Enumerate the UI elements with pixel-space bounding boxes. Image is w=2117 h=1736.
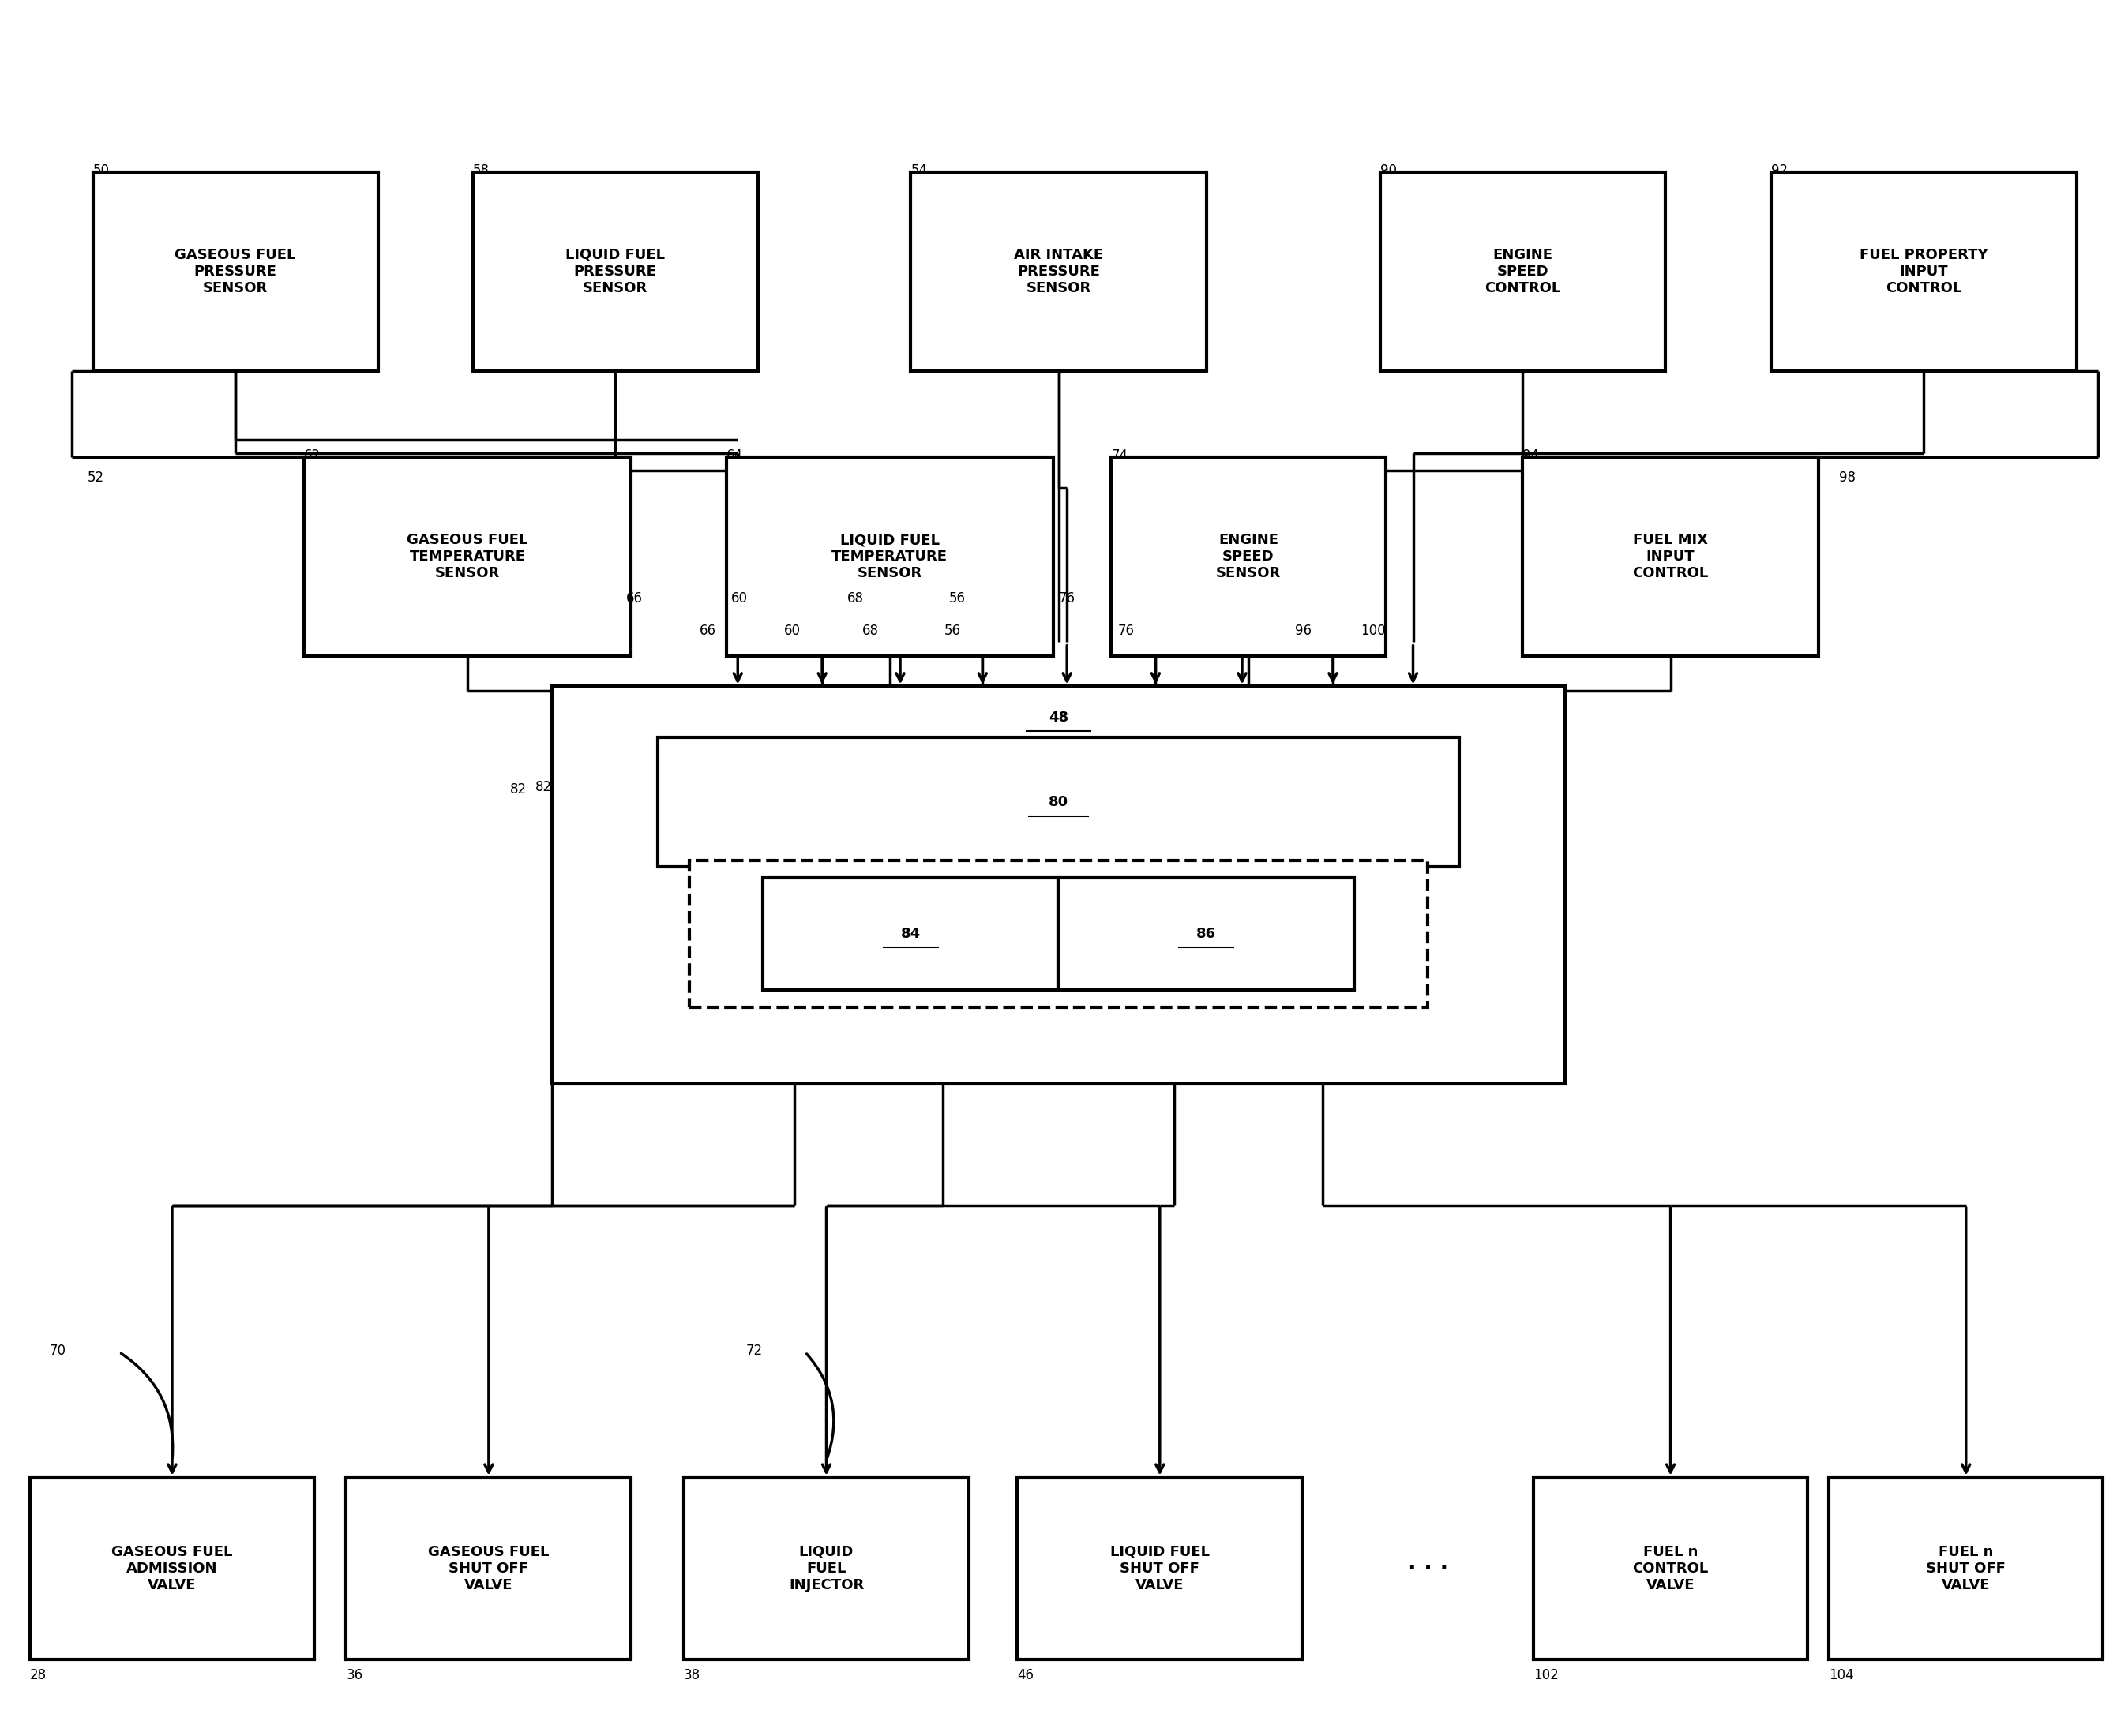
Text: LIQUID FUEL
SHUT OFF
VALVE: LIQUID FUEL SHUT OFF VALVE <box>1109 1545 1209 1592</box>
Text: 46: 46 <box>1018 1668 1033 1682</box>
Text: 80: 80 <box>1048 795 1069 809</box>
Text: GASEOUS FUEL
SHUT OFF
VALVE: GASEOUS FUEL SHUT OFF VALVE <box>428 1545 548 1592</box>
Bar <box>1533 1477 1808 1660</box>
Text: 50: 50 <box>93 163 110 177</box>
Bar <box>1522 457 1819 656</box>
Text: GASEOUS FUEL
ADMISSION
VALVE: GASEOUS FUEL ADMISSION VALVE <box>112 1545 233 1592</box>
Text: · · ·: · · · <box>1408 1557 1448 1580</box>
Bar <box>347 1477 631 1660</box>
Text: 90: 90 <box>1380 163 1397 177</box>
Text: 56: 56 <box>944 623 961 639</box>
Text: 52: 52 <box>87 470 104 484</box>
Text: 76: 76 <box>1118 623 1135 639</box>
Bar <box>684 1477 970 1660</box>
Text: FUEL PROPERTY
INPUT
CONTROL: FUEL PROPERTY INPUT CONTROL <box>1859 248 1988 295</box>
Text: 76: 76 <box>1058 592 1075 606</box>
Text: 104: 104 <box>1829 1668 1854 1682</box>
Text: 92: 92 <box>1770 163 1787 177</box>
Text: LIQUID FUEL
PRESSURE
SENSOR: LIQUID FUEL PRESSURE SENSOR <box>565 248 665 295</box>
Bar <box>1770 172 2077 372</box>
Bar <box>1058 877 1355 990</box>
Text: 94: 94 <box>1522 448 1539 464</box>
Text: 68: 68 <box>862 623 879 639</box>
Text: 36: 36 <box>347 1668 362 1682</box>
Bar <box>1018 1477 1302 1660</box>
Bar <box>762 877 1058 990</box>
Text: GASEOUS FUEL
TEMPERATURE
SENSOR: GASEOUS FUEL TEMPERATURE SENSOR <box>406 533 527 580</box>
Text: 48: 48 <box>1048 710 1069 724</box>
Text: 62: 62 <box>305 448 320 464</box>
Text: FUEL n
CONTROL
VALVE: FUEL n CONTROL VALVE <box>1632 1545 1708 1592</box>
Text: LIQUID
FUEL
INJECTOR: LIQUID FUEL INJECTOR <box>790 1545 864 1592</box>
Bar <box>305 457 631 656</box>
Text: FUEL n
SHUT OFF
VALVE: FUEL n SHUT OFF VALVE <box>1926 1545 2005 1592</box>
Bar <box>1829 1477 2102 1660</box>
Text: GASEOUS FUEL
PRESSURE
SENSOR: GASEOUS FUEL PRESSURE SENSOR <box>176 248 296 295</box>
Bar <box>472 172 758 372</box>
Text: 70: 70 <box>49 1344 66 1358</box>
Bar <box>658 738 1459 868</box>
Text: 66: 66 <box>701 623 716 639</box>
Text: 96: 96 <box>1296 623 1310 639</box>
Text: 28: 28 <box>30 1668 47 1682</box>
Text: 100: 100 <box>1361 623 1385 639</box>
Text: 64: 64 <box>726 448 743 464</box>
Text: 38: 38 <box>684 1668 701 1682</box>
Text: ENGINE
SPEED
CONTROL: ENGINE SPEED CONTROL <box>1484 248 1560 295</box>
Text: 72: 72 <box>745 1344 762 1358</box>
Text: FUEL MIX
INPUT
CONTROL: FUEL MIX INPUT CONTROL <box>1632 533 1708 580</box>
Text: 86: 86 <box>1196 927 1215 941</box>
Text: 66: 66 <box>627 592 641 606</box>
Text: 56: 56 <box>948 592 965 606</box>
Text: 60: 60 <box>783 623 800 639</box>
Text: ENGINE
SPEED
SENSOR: ENGINE SPEED SENSOR <box>1215 533 1281 580</box>
Bar <box>1380 172 1666 372</box>
Bar <box>726 457 1054 656</box>
Text: 68: 68 <box>847 592 864 606</box>
Bar <box>690 861 1427 1007</box>
Text: 102: 102 <box>1533 1668 1558 1682</box>
Text: AIR INTAKE
PRESSURE
SENSOR: AIR INTAKE PRESSURE SENSOR <box>1014 248 1103 295</box>
Text: 84: 84 <box>902 927 921 941</box>
Bar <box>93 172 379 372</box>
Bar <box>30 1477 315 1660</box>
Text: 98: 98 <box>1840 470 1857 484</box>
Text: 82: 82 <box>510 783 527 797</box>
Text: 60: 60 <box>730 592 747 606</box>
Bar <box>910 172 1207 372</box>
Text: 54: 54 <box>910 163 927 177</box>
Text: 82: 82 <box>536 779 553 795</box>
Text: 58: 58 <box>472 163 489 177</box>
Text: 74: 74 <box>1111 448 1128 464</box>
Text: LIQUID FUEL
TEMPERATURE
SENSOR: LIQUID FUEL TEMPERATURE SENSOR <box>832 533 948 580</box>
Bar <box>1111 457 1387 656</box>
Bar <box>553 686 1564 1085</box>
